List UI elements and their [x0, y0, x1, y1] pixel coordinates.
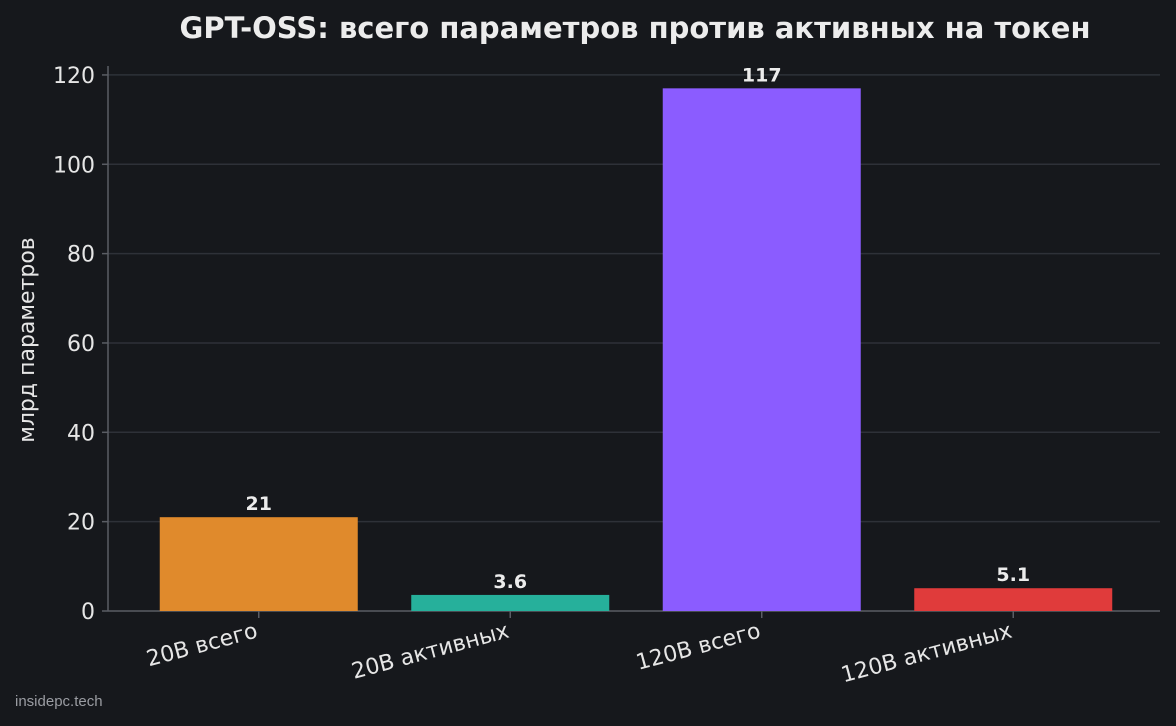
- y-tick-label: 100: [53, 153, 95, 178]
- bar: [662, 88, 861, 612]
- bars: [159, 88, 1113, 612]
- y-tick-label: 80: [67, 243, 95, 268]
- chart-title: GPT-OSS: всего параметров против активны…: [180, 11, 1091, 45]
- gridlines: [108, 74, 1160, 523]
- bar: [914, 588, 1113, 611]
- y-tick-label: 20: [67, 511, 95, 536]
- y-tick-label: 0: [81, 600, 95, 625]
- data-label: 21: [246, 493, 272, 515]
- data-label: 117: [742, 64, 782, 86]
- bar: [159, 517, 358, 611]
- y-tick-label: 40: [67, 421, 95, 446]
- y-tick-label: 60: [67, 332, 95, 357]
- data-label: 3.6: [493, 571, 527, 593]
- bar: [411, 594, 610, 611]
- watermark-text: insidepc.tech: [15, 693, 103, 710]
- y-axis-label: млрд параметров: [15, 237, 40, 442]
- y-tick-label: 120: [53, 64, 95, 89]
- data-label: 5.1: [996, 564, 1030, 586]
